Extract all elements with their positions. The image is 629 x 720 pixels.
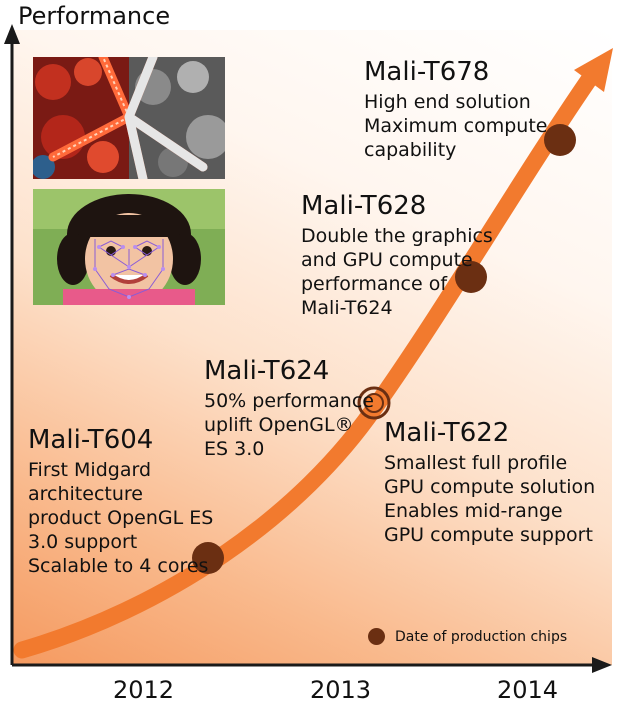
product-name: Mali-T678 — [364, 57, 490, 87]
product-name: Mali-T622 — [384, 418, 510, 448]
dot-mali-t678 — [544, 124, 576, 156]
product-mali-t622: Mali-T622 Smallest full profile GPU comp… — [384, 417, 619, 547]
product-description: Double the graphics and GPU compute perf… — [301, 225, 493, 319]
curve-arrowhead — [574, 48, 613, 92]
product-name: Mali-T628 — [301, 191, 427, 221]
product-mali-t604: Mali-T604 First Midgard architecture pro… — [28, 424, 218, 578]
product-description: Smallest full profile GPU compute soluti… — [384, 452, 596, 546]
x-tick-2014: 2014 — [497, 676, 559, 704]
dot-mali-t622 — [357, 386, 391, 420]
product-description: First Midgard architecture product OpenG… — [28, 459, 214, 577]
face-tracking-photo — [33, 189, 225, 305]
dot-mali-t628 — [455, 261, 487, 293]
legend-label: Date of production chips — [395, 628, 568, 645]
y-axis-arrow-icon — [4, 24, 20, 44]
product-mali-t678: Mali-T678 High end solution Maximum comp… — [364, 56, 614, 162]
x-axis-arrow-icon — [592, 657, 612, 673]
dot-mali-t624 — [364, 393, 384, 413]
dot-mali-t604 — [192, 542, 224, 574]
starfish-photo — [33, 57, 225, 179]
legend-dot-icon — [368, 628, 385, 645]
product-name: Mali-T624 — [204, 356, 330, 386]
x-tick-2012: 2012 — [113, 676, 175, 704]
product-description: High end solution Maximum compute capabi… — [364, 91, 548, 161]
product-description: 50% performance uplift OpenGL® ES 3.0 — [204, 390, 374, 460]
y-axis-label: Performance — [18, 2, 171, 30]
product-mali-t628: Mali-T628 Double the graphics and GPU co… — [301, 190, 511, 320]
product-name: Mali-T604 — [28, 425, 154, 455]
legend: Date of production chips — [368, 628, 567, 645]
product-mali-t624: Mali-T624 50% performance uplift OpenGL®… — [204, 355, 379, 461]
x-tick-2013: 2013 — [310, 676, 372, 704]
